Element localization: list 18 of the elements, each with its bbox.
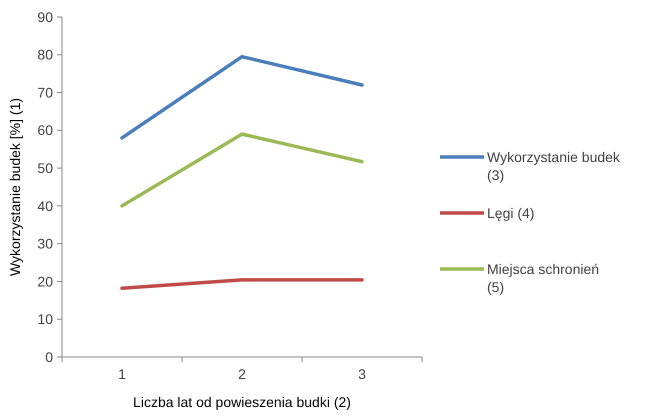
y-tick-label: 20 (37, 273, 54, 290)
y-tick-label: 10 (37, 311, 54, 328)
y-tick-label: 60 (37, 122, 54, 138)
y-tick-label: 90 (37, 8, 54, 25)
y-axis-title: Wykorzystanie budek [%] (1) (7, 98, 23, 276)
y-tick-label: 50 (37, 160, 54, 176)
x-tick-label: 3 (358, 366, 366, 382)
y-tick-label: 40 (37, 198, 54, 214)
legend-label: Miejsca schronień (5) (487, 261, 600, 295)
x-axis-title: Liczba lat od powieszenia budki (2) (133, 394, 351, 410)
legend-label: Lęgi (4) (487, 205, 534, 221)
y-tick-label: 0 (45, 348, 54, 365)
legend-label: Wykorzystanie budek (3) (487, 149, 621, 183)
x-tick-label: 2 (238, 366, 246, 382)
y-tick-label: 80 (37, 46, 54, 63)
y-tick-label: 70 (37, 84, 54, 100)
x-tick-label: 1 (118, 366, 126, 382)
y-tick-label: 30 (37, 236, 54, 252)
